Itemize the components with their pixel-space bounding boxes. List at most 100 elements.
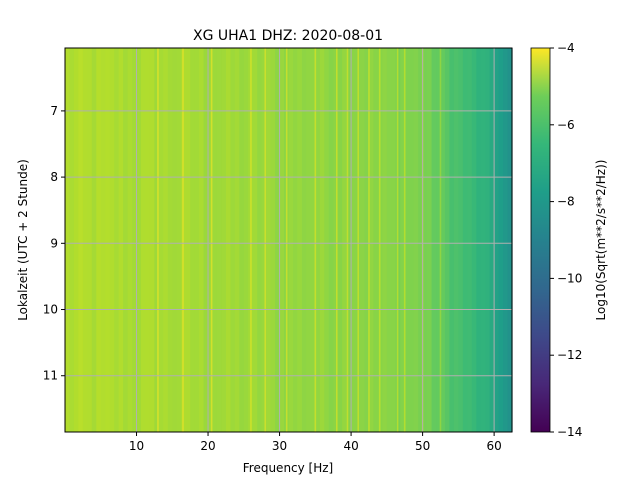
heatmap-cell: [498, 48, 504, 432]
spectral-line: [314, 48, 317, 432]
heatmap-cell: [444, 48, 451, 432]
grid-lines: [65, 48, 512, 432]
heatmap-cell: [431, 48, 437, 432]
heatmap-cell: [91, 48, 97, 432]
colorbar-tick-label: −8: [557, 195, 575, 209]
heatmap-cell: [199, 48, 205, 432]
heatmap-cell: [288, 48, 294, 432]
y-tick-label: 9: [50, 236, 58, 250]
heatmap-cell: [167, 48, 173, 432]
heatmap-cell: [471, 48, 477, 432]
spectral-line: [210, 48, 213, 432]
heatmap-cell: [391, 48, 397, 432]
spectral-line: [396, 48, 399, 432]
heatmap-cell: [458, 48, 464, 432]
heatmap-cell: [225, 48, 231, 432]
heatmap-cell: [360, 48, 366, 432]
heatmap-cell: [449, 48, 455, 432]
heatmap-cell: [485, 48, 491, 432]
heatmap-cells: [65, 48, 513, 432]
heatmap-cell: [297, 48, 303, 432]
chart-title: XG UHA1 DHZ: 2020-08-01: [193, 28, 383, 44]
heatmap-cell: [270, 48, 276, 432]
spectral-line: [335, 48, 338, 432]
heatmap-cell: [301, 48, 307, 432]
heatmap-cell: [82, 48, 88, 432]
heatmap-cell: [257, 48, 263, 432]
heatmap-cell: [418, 48, 424, 432]
heatmap-cell: [404, 48, 410, 432]
x-axis: 10 20 30 40 50 60: [129, 432, 502, 453]
colorbar-gradient: [530, 47, 551, 433]
colorbar-tick-label: −6: [557, 118, 575, 132]
heatmap-cell: [310, 48, 316, 432]
colorbar-tick-label: −10: [557, 271, 582, 285]
heatmap-cell: [480, 48, 486, 432]
heatmap-cell: [333, 48, 339, 432]
heatmap-cell: [221, 48, 227, 432]
heatmap-cell: [373, 48, 379, 432]
colorbar-tick-label: −14: [557, 425, 582, 439]
heatmap-cell: [239, 48, 245, 432]
heatmap-cell: [409, 48, 415, 432]
colorbar-tick-label: −4: [557, 41, 575, 55]
heatmap-cell: [462, 48, 468, 432]
heatmap-cell: [243, 48, 249, 432]
heatmap-cell: [400, 48, 406, 432]
heatmap-cell: [194, 48, 200, 432]
x-tick-label: 20: [200, 439, 215, 453]
spectral-line: [250, 48, 252, 432]
heatmap-cell: [275, 48, 281, 432]
heatmap-cell: [230, 48, 236, 432]
spectral-line: [157, 48, 159, 432]
heatmap-cell: [216, 48, 223, 432]
heatmap-cell: [105, 48, 111, 432]
heatmap-cell: [440, 48, 446, 432]
heatmap-cell: [503, 48, 509, 432]
heatmap-cell: [69, 48, 75, 432]
plot-frame: [64, 47, 513, 433]
heatmap-cell: [118, 48, 124, 432]
y-tick-label: 7: [50, 104, 58, 118]
heatmap-cell: [127, 48, 133, 432]
heatmap-cell: [163, 48, 169, 432]
spectral-line: [346, 48, 349, 432]
heatmap-cell: [123, 48, 129, 432]
x-tick-label: 30: [272, 439, 287, 453]
heatmap-cell: [100, 48, 106, 432]
heatmap-cell: [306, 48, 312, 432]
heatmap-cell: [364, 48, 370, 432]
spectral-line: [378, 48, 381, 432]
heatmap-cell: [109, 48, 115, 432]
heatmap-cell: [386, 48, 392, 432]
heatmap-cell: [324, 48, 330, 432]
heatmap-cell: [368, 48, 375, 432]
heatmap-cell: [145, 48, 151, 432]
x-tick-label: 60: [486, 439, 501, 453]
heatmap-cell: [252, 48, 258, 432]
heatmap-cell: [114, 48, 120, 432]
heatmap-cell: [315, 48, 321, 432]
heatmap-cell: [136, 48, 142, 432]
heatmap-cell: [140, 48, 147, 432]
y-axis: 7 8 9 10 11: [43, 104, 65, 383]
heatmap-cell: [436, 48, 442, 432]
heatmap-cell: [422, 48, 428, 432]
heatmap-cell: [203, 48, 209, 432]
heatmap-cell: [208, 48, 214, 432]
heatmap-cell: [489, 48, 495, 432]
heatmap-cell: [507, 48, 513, 432]
heatmap-cell: [78, 48, 84, 432]
heatmap-cell: [65, 48, 71, 432]
spectral-line: [285, 48, 288, 432]
heatmap-cell: [261, 48, 267, 432]
heatmap-cell: [172, 48, 178, 432]
colorbar-ticks: −4 −6 −8 −10 −12 −14: [550, 41, 582, 439]
spectral-line: [182, 48, 184, 432]
heatmap-cell: [467, 48, 473, 432]
heatmap-cell: [149, 48, 155, 432]
heatmap-cell: [234, 48, 240, 432]
spectral-line: [403, 48, 406, 432]
heatmap-cell: [346, 48, 352, 432]
heatmap-cell: [476, 48, 482, 432]
